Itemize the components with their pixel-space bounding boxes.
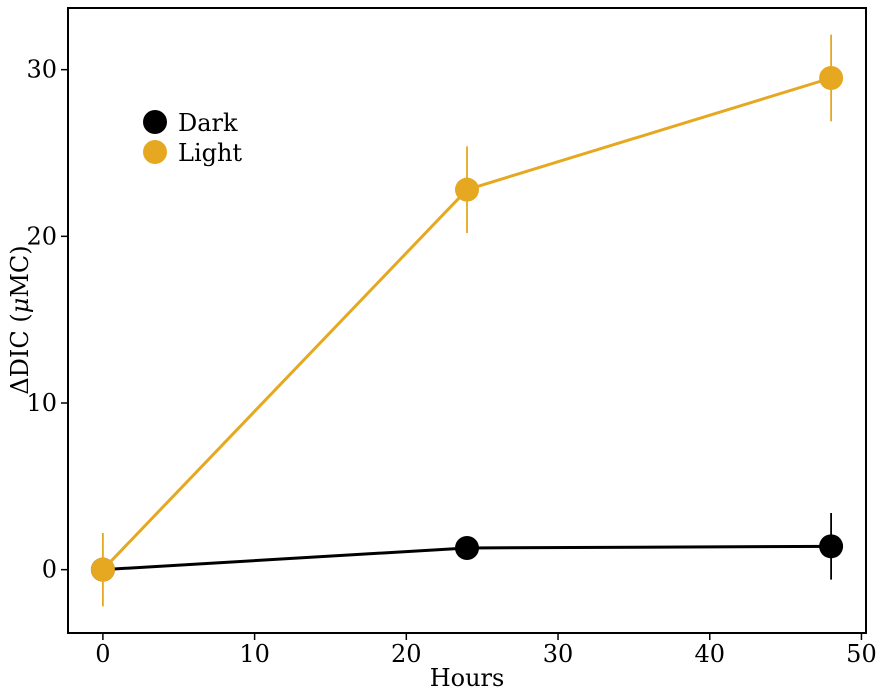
y-axis-title-prefix: ΔDIC ( — [6, 313, 34, 394]
x-tick-label-10: 10 — [239, 640, 270, 668]
series-light — [90, 34, 844, 607]
x-axis-title: Hours — [430, 664, 505, 692]
y-tick-label-0: 0 — [42, 556, 57, 584]
point-dark-48 — [819, 534, 844, 559]
plot-panel-border — [67, 7, 867, 634]
x-tick-label-20: 20 — [391, 640, 422, 668]
x-tick-label-30: 30 — [543, 640, 574, 668]
y-axis-title-suffix: MC) — [6, 245, 34, 297]
y-axis-title: ΔDIC (μMC) — [6, 245, 34, 394]
y-tick-label-10: 10 — [26, 389, 57, 417]
x-axis: 0 10 20 30 40 50 — [95, 633, 876, 668]
x-tick-label-0: 0 — [95, 640, 110, 668]
y-tick-label-20: 20 — [26, 222, 57, 250]
point-light-24 — [455, 177, 479, 202]
legend-marker-light — [143, 140, 167, 164]
series-dark — [90, 513, 844, 582]
legend-label-dark: Dark — [178, 109, 238, 137]
legend-marker-dark — [143, 110, 167, 134]
y-tick-label-30: 30 — [26, 56, 57, 84]
point-dark-24 — [455, 536, 479, 560]
point-light-48 — [819, 66, 844, 90]
series-layer — [90, 34, 844, 607]
legend-label-light: Light — [178, 139, 242, 167]
x-tick-label-50: 50 — [846, 640, 876, 668]
x-tick-label-40: 40 — [694, 640, 725, 668]
point-light-0 — [90, 557, 115, 582]
y-axis: 0 10 20 30 — [26, 56, 68, 584]
legend: Dark Light — [143, 109, 242, 167]
y-axis-title-unit-symbol: μ — [6, 298, 34, 314]
